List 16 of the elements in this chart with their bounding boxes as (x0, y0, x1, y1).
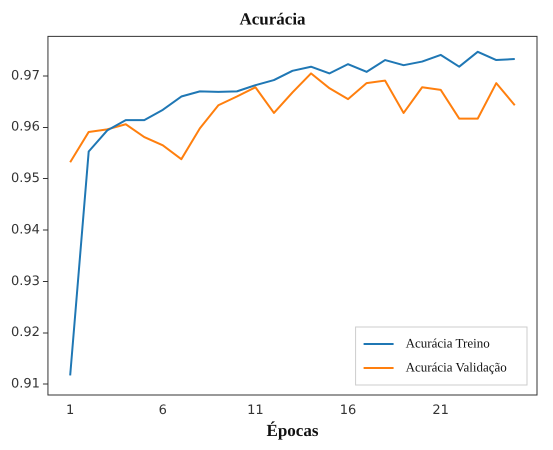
x-tick-label: 6 (158, 403, 167, 418)
x-tick-label: 21 (432, 403, 449, 418)
legend-label: Acurácia Treino (406, 335, 490, 350)
chart-title: Acurácia (239, 10, 306, 29)
x-tick-label: 1 (66, 403, 74, 418)
x-tick-label: 16 (340, 403, 356, 418)
y-tick-label: 0.94 (10, 222, 40, 238)
y-tick-label: 0.93 (10, 274, 40, 289)
legend-label: Acurácia Validação (406, 359, 507, 374)
y-tick-label: 0.95 (10, 171, 40, 186)
y-tick-label: 0.91 (10, 376, 40, 392)
y-tick-label: 0.96 (10, 120, 40, 135)
y-tick-label: 0.92 (10, 325, 40, 340)
x-axis-title: Épocas (266, 421, 319, 440)
x-tick-label: 11 (247, 403, 264, 418)
y-tick-label: 0.97 (10, 68, 40, 84)
